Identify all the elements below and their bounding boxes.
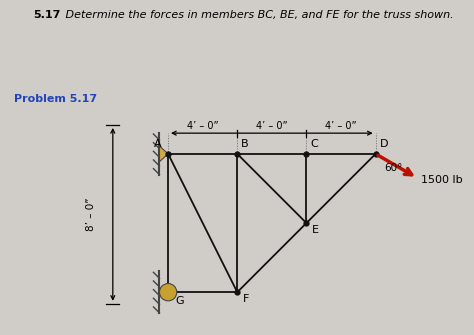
- Text: B: B: [241, 139, 248, 149]
- Text: 5.17: 5.17: [33, 10, 61, 20]
- Text: E: E: [311, 225, 319, 235]
- Text: 4’ – 0”: 4’ – 0”: [256, 121, 288, 131]
- Text: Problem 5.17: Problem 5.17: [14, 94, 97, 104]
- Text: 4’ – 0”: 4’ – 0”: [325, 121, 357, 131]
- Text: Determine the forces in members BC, BE, and FE for the truss shown.: Determine the forces in members BC, BE, …: [62, 10, 453, 20]
- Text: C: C: [310, 139, 318, 149]
- Polygon shape: [159, 146, 168, 162]
- Circle shape: [159, 283, 177, 301]
- Text: D: D: [380, 139, 388, 149]
- Text: A: A: [155, 139, 162, 149]
- Text: 60°: 60°: [384, 162, 402, 173]
- Text: 1500 lb: 1500 lb: [421, 175, 463, 185]
- Text: 8’ – 0”: 8’ – 0”: [86, 198, 96, 231]
- Text: F: F: [243, 294, 249, 304]
- Text: G: G: [175, 296, 183, 306]
- Text: 4’ – 0”: 4’ – 0”: [187, 121, 219, 131]
